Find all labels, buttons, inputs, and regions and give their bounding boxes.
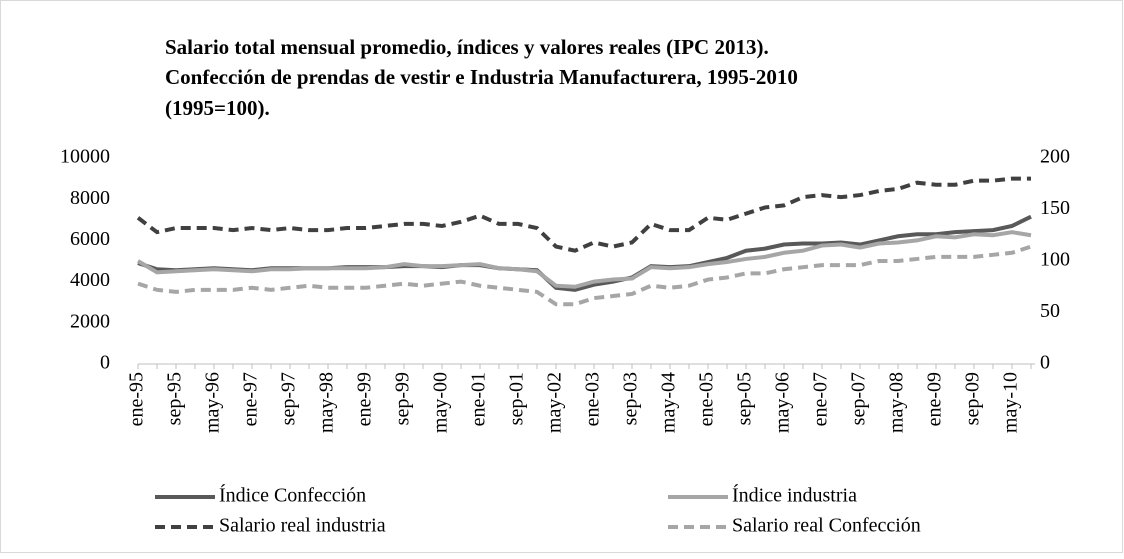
y2-tick-label: 50 <box>1040 300 1060 322</box>
legend-label: Índice Confección <box>219 484 366 507</box>
y2-tick-label: 150 <box>1040 197 1070 219</box>
x-tick-label: may-00 <box>430 372 452 433</box>
y-tick-label: 4000 <box>70 269 110 291</box>
legend-label: Salario real industria <box>219 515 386 537</box>
legend-label: Índice industria <box>732 484 857 507</box>
x-tick-label: ene-05 <box>696 372 718 426</box>
y-tick-label: 10000 <box>60 146 110 168</box>
x-tick-label: may-10 <box>1000 372 1022 433</box>
x-tick-label: ene-07 <box>810 372 832 426</box>
x-tick-label: may-06 <box>772 372 794 433</box>
series-line <box>136 176 1031 253</box>
x-tick-label: ene-95 <box>126 372 148 426</box>
x-tick-label: sep-95 <box>164 372 186 425</box>
x-tick-label: ene-99 <box>354 372 376 426</box>
x-tick-label: sep-99 <box>392 372 414 425</box>
x-tick-label: sep-01 <box>506 372 528 425</box>
chart-title: Confección de prendas de vestir e Indust… <box>165 65 798 89</box>
chart-title: Salario total mensual promedio, índices … <box>165 35 769 59</box>
x-tick-label: may-98 <box>316 372 338 433</box>
y-tick-label: 6000 <box>70 228 110 250</box>
x-tick-label: sep-07 <box>848 372 870 425</box>
x-tick-label: may-02 <box>544 372 566 433</box>
x-tick-label: sep-03 <box>620 372 642 425</box>
x-tick-label: ene-03 <box>582 372 604 426</box>
series-line <box>137 244 1032 307</box>
x-tick-label: ene-09 <box>924 372 946 426</box>
series-line <box>136 230 1032 289</box>
y-tick-label: 8000 <box>70 187 110 209</box>
y2-tick-label: 200 <box>1040 146 1070 168</box>
x-tick-label: sep-09 <box>962 372 984 425</box>
x-tick-label: ene-97 <box>240 372 262 426</box>
legend-label: Salario real Confección <box>732 515 921 537</box>
y2-tick-label: 0 <box>1040 352 1050 374</box>
x-tick-label: may-08 <box>886 372 908 433</box>
x-tick-label: may-04 <box>658 372 680 433</box>
x-tick-label: sep-97 <box>278 372 300 425</box>
y2-tick-label: 100 <box>1040 249 1070 271</box>
x-tick-label: may-96 <box>202 372 224 433</box>
x-tick-label: sep-05 <box>734 372 756 425</box>
x-tick-label: ene-01 <box>468 372 490 426</box>
chart-title: (1995=100). <box>165 96 270 120</box>
y-tick-label: 0 <box>100 352 110 374</box>
y-tick-label: 2000 <box>70 310 110 332</box>
